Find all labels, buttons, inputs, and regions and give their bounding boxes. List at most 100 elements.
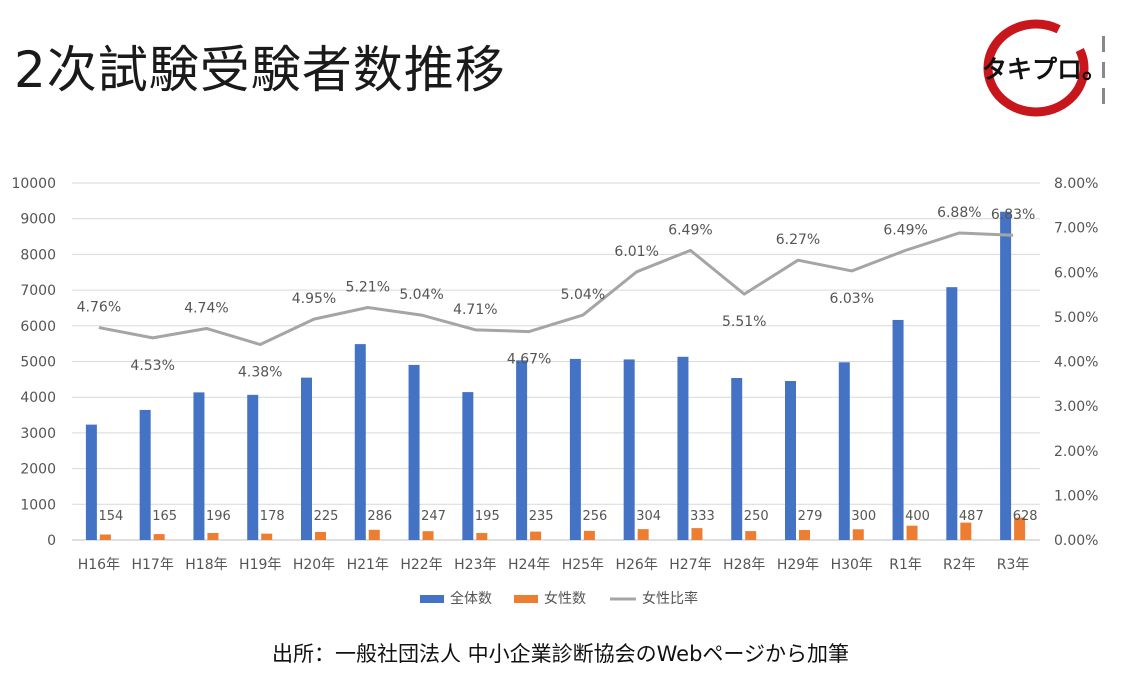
y-left-tick: 8000 — [20, 247, 56, 263]
bar-female — [153, 534, 165, 540]
x-tick-label: H26年 — [615, 557, 657, 573]
x-tick-label: R2年 — [943, 557, 976, 573]
x-tick-label: H30年 — [831, 557, 873, 573]
legend-label-total: 全体数 — [450, 590, 492, 607]
y-left-tick: 1000 — [20, 497, 56, 513]
bar-total — [354, 344, 366, 540]
y-right-tick: 1.00% — [1054, 488, 1098, 504]
bar-total — [462, 392, 474, 540]
x-tick-label: H23年 — [454, 557, 496, 573]
chart-area: 0 1000 2000 3000 4000 5000 6000 7000 8000 9000 100… — [11, 176, 1098, 607]
legend-label-female: 女性数 — [544, 590, 586, 607]
y-left-tick: 9000 — [20, 212, 56, 228]
female-count-label: 304 — [636, 509, 661, 524]
x-tick-label: H22年 — [400, 557, 442, 573]
y-left-tick: 3000 — [20, 426, 56, 442]
female-count-label: 333 — [690, 509, 715, 524]
bar-female — [960, 522, 972, 540]
female-count-label: 250 — [744, 509, 769, 524]
ratio-label: 6.01% — [614, 244, 658, 260]
x-tick-label: H25年 — [562, 557, 604, 573]
x-tick-label: H16年 — [78, 557, 120, 573]
ratio-label: 6.83% — [991, 207, 1035, 223]
x-tick-label: H28年 — [723, 557, 765, 573]
female-count-label: 256 — [582, 509, 607, 524]
bar-female — [583, 530, 595, 540]
y-right-tick: 6.00% — [1054, 265, 1098, 281]
ratio-label: 4.53% — [130, 358, 174, 374]
female-count-label: 178 — [260, 509, 285, 524]
bar-female — [906, 525, 918, 540]
bar-female — [1014, 517, 1026, 540]
x-tick-label: H17年 — [131, 557, 173, 573]
bar-female — [261, 533, 273, 540]
ratio-label: 6.49% — [883, 222, 927, 238]
ratio-label: 4.67% — [507, 352, 551, 368]
bar-total — [731, 377, 743, 540]
female-count-label: 165 — [152, 509, 177, 524]
logo-icon: タキプロ。 — [982, 19, 1107, 117]
x-tick-label: H24年 — [508, 557, 550, 573]
y-left-tick: 4000 — [20, 390, 56, 406]
bar-female — [799, 530, 810, 540]
x-tick-label: H18年 — [185, 557, 227, 573]
bar-female — [530, 531, 542, 540]
bar-total — [569, 358, 581, 540]
ratio-label: 5.04% — [399, 287, 443, 303]
bar-total — [193, 392, 205, 540]
y-right-tick: 3.00% — [1054, 399, 1098, 415]
ratio-label: 6.03% — [830, 291, 874, 307]
female-count-label: 235 — [529, 509, 554, 524]
ratio-label: 6.88% — [937, 205, 981, 221]
y-left-tick: 5000 — [20, 355, 56, 371]
bar-total — [623, 359, 635, 540]
bar-female — [368, 529, 380, 540]
y-right-tick: 2.00% — [1054, 444, 1098, 460]
ratio-label: 4.76% — [77, 300, 121, 316]
y-left-tick: 10000 — [11, 176, 56, 192]
x-tick-label: H21年 — [347, 557, 389, 573]
x-tick-label: H27年 — [669, 557, 711, 573]
legend-swatch-female — [514, 595, 538, 603]
bar-female — [691, 528, 703, 540]
bar-female — [852, 529, 864, 540]
y-left-tick: 0 — [47, 533, 56, 549]
bar-total — [677, 356, 689, 540]
x-tick-label: H29年 — [777, 557, 819, 573]
bar-total — [785, 381, 796, 540]
bar-female — [745, 531, 757, 540]
bar-total — [946, 287, 958, 540]
bar-female — [207, 533, 219, 540]
bar-total — [516, 360, 528, 540]
logo-text: タキプロ。 — [982, 55, 1106, 84]
y-right-tick: 8.00% — [1054, 176, 1098, 192]
y-left-tick: 7000 — [20, 283, 56, 299]
ratio-label: 4.95% — [292, 291, 336, 307]
source-note: 出所：一般社団法人 中小企業診断協会のWebページから加筆 — [271, 642, 850, 666]
page-title: 2次試験受験者数推移 — [14, 41, 506, 99]
legend-label-ratio: 女性比率 — [642, 590, 698, 607]
y-left-tick: 2000 — [20, 462, 56, 478]
female-count-label: 487 — [959, 509, 984, 524]
ratio-label: 4.74% — [184, 300, 228, 316]
female-count-label: 154 — [98, 509, 123, 524]
bar-female — [422, 531, 434, 540]
bar-total — [85, 424, 97, 540]
female-count-label: 247 — [421, 509, 446, 524]
ratio-label: 5.51% — [722, 314, 766, 330]
legend-swatch-total — [420, 595, 444, 603]
x-tick-label: R3年 — [997, 557, 1030, 573]
x-tick-label: H19年 — [239, 557, 281, 573]
bar-total — [139, 409, 151, 540]
y-right-tick: 7.00% — [1054, 221, 1098, 237]
y-right-tick: 5.00% — [1054, 310, 1098, 326]
bar-female — [476, 533, 488, 540]
female-count-label: 196 — [206, 509, 231, 524]
bar-total — [301, 377, 312, 540]
bar-female — [637, 529, 649, 540]
y-right-tick: 0.00% — [1054, 533, 1098, 549]
y-right-tick: 4.00% — [1054, 355, 1098, 371]
bar-female — [99, 534, 111, 540]
ratio-label: 6.49% — [668, 222, 712, 238]
female-count-label: 400 — [905, 509, 930, 524]
